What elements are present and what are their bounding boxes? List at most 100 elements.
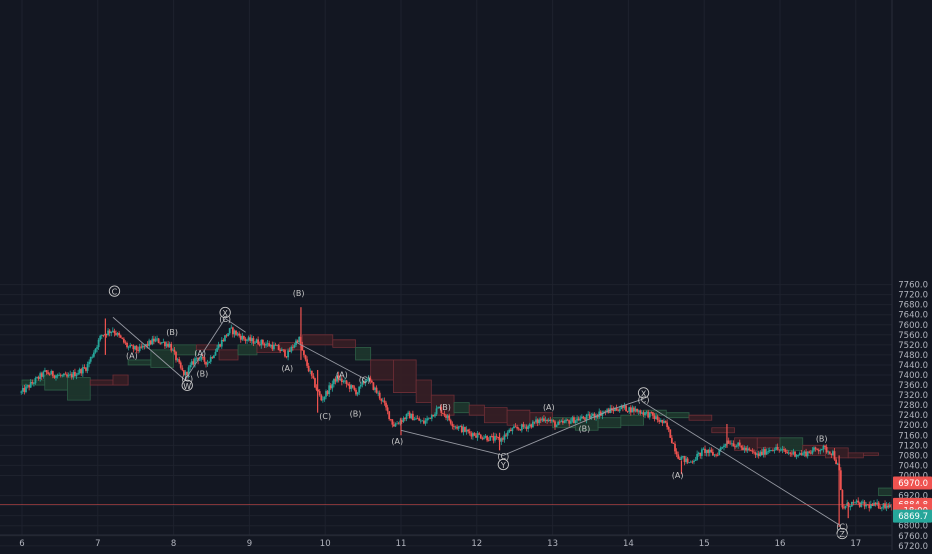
time-axis[interactable]: 6 7 8 9 10 11 12 13 14 15 16 17 [0,534,892,549]
candle-body [459,425,462,427]
candle-body [47,372,49,374]
candle-body [516,427,519,429]
wave-label: X [222,309,228,318]
candle-body [571,417,574,422]
candle-body [260,339,263,346]
candle-body [105,334,108,336]
candle-body [487,440,490,442]
candle-body [817,449,820,452]
candle-body [102,334,105,336]
candle-body [808,451,811,453]
candle-body [776,447,779,450]
candle-body [333,378,335,384]
candle-body [320,395,323,401]
time-tick-label: 12 [471,539,482,549]
candle-body [888,504,891,508]
candle-body [96,347,98,349]
candle-body [775,447,777,451]
candle-body [740,445,743,448]
candle-body [798,453,801,455]
price-tick-label: 7440.0 [898,361,928,371]
price-tick-label: 7240.0 [898,411,928,421]
candle-body [441,412,444,414]
candle-body [479,434,482,439]
candle-body [435,408,438,415]
candle-body [168,343,171,347]
candle-body [337,375,340,381]
candle-body [438,407,441,408]
candle-body [145,343,147,347]
candle-body [620,405,623,410]
candle-body [386,407,389,412]
candle-body [315,387,318,390]
candle-body [778,449,781,451]
candle-body [639,410,642,414]
candle-body [160,342,163,344]
wave-line [503,408,614,456]
candle-body [67,374,70,377]
candle-body [74,372,76,377]
candle-body [75,374,78,377]
candle-body [351,385,354,388]
candle-body [843,507,845,509]
candle-body [307,365,310,372]
candle-body [622,405,624,408]
candle-body [37,376,40,379]
candle-body [241,335,244,340]
candle-body [738,442,741,446]
candle-body [178,359,181,363]
candle-body [66,374,68,377]
candle-body [716,455,719,456]
candle-body [858,502,861,507]
candle-body [233,330,236,335]
candle-body [601,412,604,416]
candle-body [727,440,730,444]
candle-body [524,426,526,428]
candle-body [503,434,506,440]
candle-body [99,335,102,340]
candle-body [543,418,545,422]
wave-label: (A) [672,471,684,480]
candle-body [590,415,593,419]
candle-body [481,438,484,440]
candle-body [809,452,812,454]
candle-body [772,449,774,451]
candle-body [181,367,184,371]
elliott-wave-lines [112,316,841,527]
candle-body [224,335,226,342]
wave-label: (A) [543,403,555,412]
candle-body [580,416,583,419]
wave-label-circle [108,285,121,297]
candle-body [642,412,645,415]
candle-body [546,419,549,422]
price-axis[interactable]: 6720.06760.06800.06840.06880.06920.07000… [891,0,932,552]
candle-body [664,420,667,423]
candle-body [228,328,231,334]
candle-body [743,447,746,450]
candle-body [525,426,528,429]
candle-body [773,450,776,451]
candle-body [298,336,301,343]
candle-body [135,345,138,351]
cloud-segment [67,377,91,401]
candle-body [456,426,458,429]
candle-body [618,409,621,412]
wave-label-circle [181,379,193,391]
candle-body [385,402,387,408]
candle-body [295,340,297,346]
time-tick-label: 15 [699,539,710,549]
candle-body [363,381,365,384]
candle-body [434,414,436,417]
candle-body [127,346,130,348]
candle-body [655,416,657,420]
candle-body [495,436,498,438]
candle-body [702,448,705,450]
candle-body [749,449,752,451]
wave-label: (C) [359,376,371,385]
candle-body [157,338,160,343]
candle-body [345,380,348,384]
candle-body [561,420,564,423]
